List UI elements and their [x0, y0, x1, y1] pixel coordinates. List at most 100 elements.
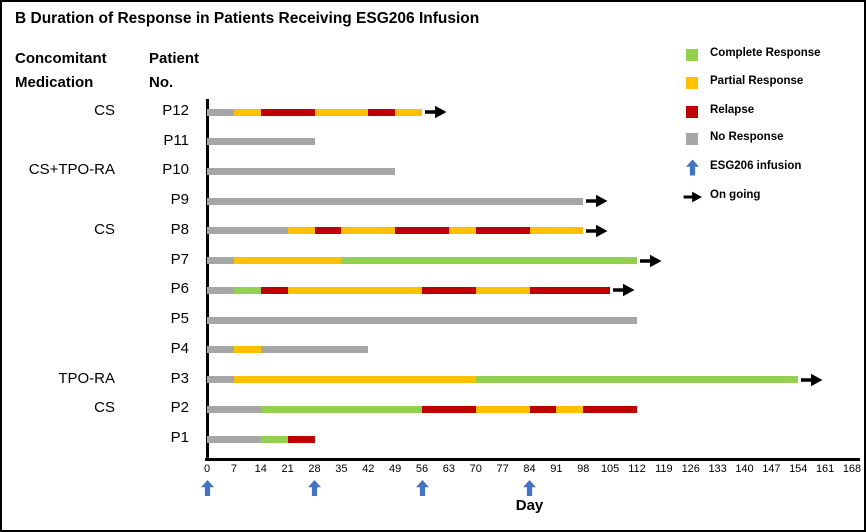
- bar-segment-relapse: [422, 286, 476, 294]
- bar-segment-relapse: [475, 227, 530, 235]
- bar-segment-relapse: [529, 286, 611, 294]
- legend-ongoing-arrow-icon: [682, 191, 704, 203]
- patient-label-P2: P2: [170, 399, 189, 417]
- bar-segment-partial: [556, 405, 584, 413]
- bar-segment-relapse: [260, 108, 315, 116]
- column-header-no: No.: [149, 74, 174, 91]
- legend-label: Complete Response: [710, 47, 821, 59]
- bar-segment-relapse: [395, 227, 449, 235]
- patient-label-P3: P3: [170, 369, 189, 387]
- patient-label-P4: P4: [170, 339, 189, 357]
- bar-segment-none: [207, 435, 261, 443]
- x-tick-label: 63: [442, 463, 455, 475]
- legend-infusion-arrow-icon: [686, 159, 699, 176]
- x-tick-label: 91: [550, 463, 563, 475]
- x-tick-label: 161: [815, 463, 835, 475]
- ongoing-arrow-icon: [586, 194, 608, 208]
- bar-segment-none: [207, 346, 234, 354]
- x-tick-label: 49: [389, 463, 402, 475]
- x-tick-label: 70: [469, 463, 482, 475]
- bar-segment-relapse: [529, 405, 557, 413]
- x-axis-title: Day: [515, 497, 544, 514]
- bar-segment-relapse: [260, 286, 288, 294]
- bar-segment-partial: [233, 108, 261, 116]
- patient-label-P9: P9: [170, 191, 189, 209]
- ongoing-arrow-icon: [613, 283, 635, 297]
- bar-segment-partial: [475, 286, 530, 294]
- med-label-P12: CS: [94, 102, 115, 119]
- x-tick-label: 140: [735, 463, 754, 475]
- bar-segment-complete: [260, 405, 422, 413]
- bar-segment-partial: [475, 405, 530, 413]
- x-tick-label: 126: [681, 463, 700, 475]
- infusion-arrow-icon: [308, 480, 321, 496]
- bar-segment-none: [207, 257, 234, 265]
- x-tick-label: 21: [281, 463, 294, 475]
- x-axis-line: [205, 458, 860, 461]
- legend-label: No Response: [710, 131, 784, 143]
- bar-segment-partial: [233, 376, 476, 384]
- bar-segment-none: [207, 197, 584, 205]
- bar-segment-none: [207, 167, 396, 175]
- bar-segment-relapse: [583, 405, 637, 413]
- bar-segment-none: [207, 108, 234, 116]
- infusion-arrow-icon: [523, 480, 536, 496]
- x-tick-label: 42: [362, 463, 375, 475]
- x-tick-label: 112: [628, 463, 646, 475]
- x-tick-label: 154: [789, 463, 808, 475]
- x-tick-label: 35: [335, 463, 348, 475]
- column-header-concomitant: Concomitant: [15, 50, 107, 67]
- x-tick-label: 14: [254, 463, 267, 475]
- bar-segment-partial: [287, 286, 422, 294]
- x-tick-label: 7: [230, 463, 237, 475]
- x-tick-label: 119: [655, 463, 673, 475]
- legend-swatch-none: [686, 133, 698, 145]
- x-tick-label: 105: [600, 463, 620, 475]
- y-axis-line: [206, 99, 209, 461]
- bar-segment-relapse: [422, 405, 476, 413]
- bar-segment-partial: [233, 346, 261, 354]
- x-tick-label: 133: [708, 463, 727, 475]
- legend-swatch-partial: [686, 77, 698, 89]
- infusion-arrow-icon: [415, 480, 429, 496]
- patient-label-P6: P6: [170, 280, 189, 298]
- bar-segment-none: [207, 227, 288, 235]
- patient-label-P8: P8: [170, 220, 189, 238]
- bar-segment-complete: [475, 376, 799, 384]
- patient-label-P11: P11: [163, 131, 189, 149]
- bar-segment-partial: [233, 257, 342, 265]
- legend-label: ESG206 infusion: [710, 160, 802, 172]
- med-label-P3: TPO-RA: [58, 369, 115, 387]
- ongoing-arrow-icon: [640, 254, 662, 268]
- legend-swatch-complete: [686, 49, 698, 61]
- bar-segment-none: [207, 286, 234, 294]
- x-tick-label: 56: [415, 463, 429, 475]
- med-label-P10: CS+TPO-RA: [28, 161, 115, 179]
- bar-segment-complete: [341, 257, 637, 265]
- bar-segment-partial: [341, 227, 396, 235]
- patient-label-P7: P7: [170, 250, 189, 268]
- legend-label: Partial Response: [710, 75, 804, 87]
- x-tick-label: 77: [496, 463, 509, 475]
- patient-label-P5: P5: [170, 310, 189, 328]
- bar-segment-relapse: [314, 227, 342, 235]
- x-tick-label: 28: [308, 463, 321, 475]
- patient-label-P10: P10: [162, 161, 189, 179]
- ongoing-arrow-icon: [586, 224, 608, 238]
- patient-label-P12: P12: [162, 102, 189, 119]
- bar-segment-partial: [287, 227, 315, 235]
- legend-swatch-relapse: [686, 106, 698, 118]
- x-tick-label: 84: [523, 463, 536, 475]
- patient-label-P1: P1: [170, 429, 189, 447]
- bar-segment-partial: [529, 227, 584, 235]
- infusion-arrow-icon: [200, 480, 214, 496]
- x-tick-label: 168: [842, 463, 862, 475]
- bar-segment-relapse: [287, 435, 315, 443]
- x-tick-label: 98: [577, 463, 590, 475]
- column-header-patient: Patient: [149, 50, 200, 67]
- bar-segment-complete: [260, 435, 288, 443]
- legend-label: Relapse: [710, 104, 755, 116]
- bar-segment-relapse: [368, 108, 396, 116]
- bar-segment-none: [207, 138, 315, 146]
